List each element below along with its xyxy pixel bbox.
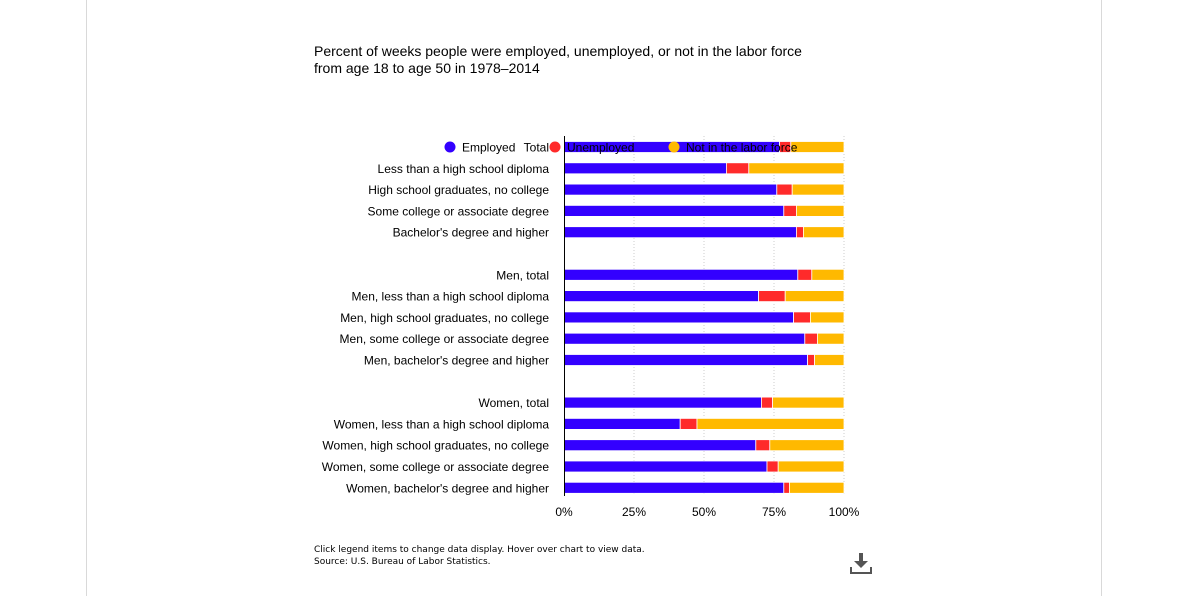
bar-segment[interactable] [563, 183, 778, 196]
chart-title-line-1: Percent of weeks people were employed, u… [314, 43, 802, 59]
category-label: Men, high school graduates, no college [340, 311, 549, 325]
legend-label[interactable]: Employed [462, 141, 515, 155]
download-button[interactable] [849, 551, 873, 575]
bar-segment[interactable] [726, 162, 750, 175]
category-label: Women, less than a high school diploma [334, 417, 550, 431]
bar-segment[interactable] [777, 460, 845, 473]
bar-segment[interactable] [563, 332, 806, 345]
bar-segment[interactable] [766, 460, 779, 473]
bar-segment[interactable] [790, 141, 845, 153]
category-label: Men, some college or associate degree [340, 332, 550, 346]
bar-segment[interactable] [563, 268, 799, 281]
x-tick-label: 25% [622, 505, 646, 519]
bar-segment[interactable] [814, 354, 845, 366]
bar-segment[interactable] [563, 396, 762, 409]
bar-segment[interactable] [791, 183, 845, 196]
category-label: Men, total [496, 268, 549, 282]
bar-segment[interactable] [563, 460, 768, 473]
bar-segment[interactable] [696, 417, 845, 430]
bar-segment[interactable] [758, 290, 786, 303]
bar-segment[interactable] [563, 204, 785, 217]
bar-segment[interactable] [563, 162, 727, 175]
category-label: Some college or associate degree [368, 204, 550, 218]
category-label: Women, high school graduates, no college [322, 439, 549, 453]
bar-segment[interactable] [563, 226, 797, 239]
bar-segment[interactable] [769, 439, 845, 452]
bar-segment[interactable] [563, 481, 785, 494]
category-label: Men, bachelor's degree and higher [364, 354, 549, 368]
bar-segment[interactable] [563, 417, 681, 430]
bar-segment[interactable] [810, 311, 845, 324]
download-icon [850, 553, 872, 574]
category-label: Bachelor's degree and higher [393, 226, 549, 240]
legend-label[interactable]: Unemployed [567, 141, 634, 155]
frame-right-border [1101, 0, 1102, 596]
bar-segment[interactable] [563, 439, 757, 452]
legend-label[interactable]: Not in the labor force [686, 141, 798, 155]
bar-segment[interactable] [793, 311, 811, 324]
chart-title-line-2: from age 18 to age 50 in 1978–2014 [314, 60, 540, 76]
x-tick-label: 75% [762, 505, 786, 519]
bar-segment[interactable] [797, 268, 813, 281]
frame-left-border [86, 0, 87, 596]
bar-segment[interactable] [811, 268, 845, 281]
bar-segment[interactable] [755, 439, 771, 452]
bar-segment[interactable] [761, 396, 774, 409]
category-label: Less than a high school diploma [378, 162, 550, 176]
bar-segment[interactable] [776, 183, 793, 196]
chart-notes: Click legend items to change data displa… [314, 545, 645, 568]
bar-segment[interactable] [563, 290, 760, 303]
chart-instructions: Click legend items to change data displa… [314, 545, 645, 555]
bar-segment[interactable] [796, 204, 845, 217]
bar-segment[interactable] [783, 481, 790, 494]
category-label: Women, total [479, 396, 549, 410]
bar-segment[interactable] [784, 290, 845, 303]
legend-marker[interactable] [668, 141, 680, 153]
x-tick-label: 50% [692, 505, 716, 519]
bar-segment[interactable] [804, 332, 818, 345]
x-tick-label: 0% [555, 505, 573, 519]
bar-segment[interactable] [748, 162, 845, 175]
bar-segment[interactable] [679, 417, 698, 430]
category-label: High school graduates, no college [368, 183, 549, 197]
bar-segment[interactable] [783, 204, 797, 217]
category-label: Men, less than a high school diploma [352, 290, 550, 304]
category-label: Women, bachelor's degree and higher [346, 481, 549, 495]
legend-marker[interactable] [549, 141, 561, 153]
bar-segment[interactable] [563, 311, 795, 324]
chart-title: Percent of weeks people were employed, u… [314, 43, 874, 77]
category-label: Women, some college or associate degree [322, 460, 550, 474]
legend-marker[interactable] [444, 141, 456, 153]
bar-segment[interactable] [803, 226, 845, 239]
bar-segment[interactable] [807, 354, 815, 366]
bar-segment[interactable] [817, 332, 845, 345]
bar-segment[interactable] [796, 226, 804, 239]
category-label: Total [524, 141, 549, 155]
x-tick-label: 100% [829, 505, 860, 519]
chart-source: Source: U.S. Bureau of Labor Statistics. [314, 556, 491, 567]
bar-segment[interactable] [789, 481, 845, 494]
bar-segment[interactable] [563, 354, 809, 366]
bar-segment[interactable] [772, 396, 845, 409]
